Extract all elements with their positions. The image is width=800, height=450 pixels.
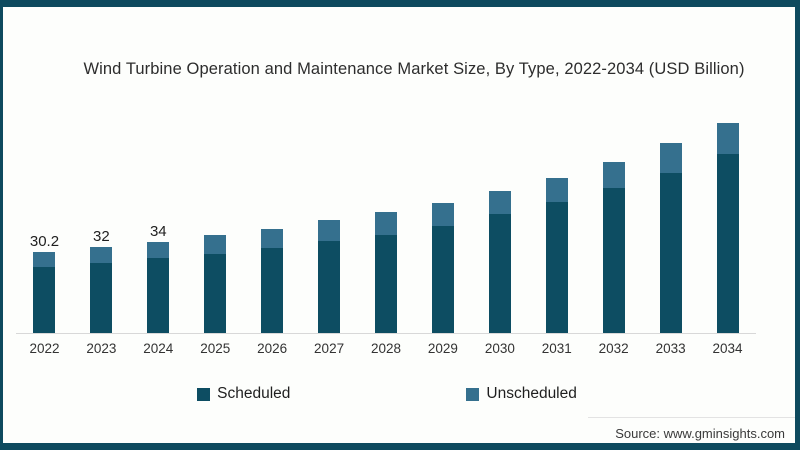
bar-column-2022: 30.2 [16,105,73,333]
bar-segment-scheduled [33,267,56,333]
bar-column-2027 [301,105,358,333]
bar-segment-unscheduled [716,123,739,154]
bar-segment-unscheduled [90,247,113,263]
bar-segment-unscheduled [261,229,284,248]
x-axis-label-2027: 2027 [314,341,345,356]
bar-segment-scheduled [147,258,170,333]
bar-segment-unscheduled [488,191,511,214]
bar-segment-unscheduled [431,203,454,226]
stacked-bar [33,252,56,333]
bar-segment-scheduled [318,241,341,333]
stacked-bar [716,123,739,333]
source-text: Source: www.gminsights.com [615,426,785,441]
bar-total-label: 34 [149,223,167,240]
legend-swatch-icon [197,387,211,401]
bar-segment-scheduled [716,154,739,333]
bar-column-2031 [528,105,585,333]
bar-segment-unscheduled [545,178,568,202]
stacked-bar [545,178,568,333]
legend-item-unscheduled: Unscheduled [466,385,577,403]
bar-total-label: 30.2 [29,233,60,250]
bar-segment-unscheduled [602,162,625,188]
x-axis-label-2026: 2026 [257,341,288,356]
bar-column-2034 [699,105,756,333]
x-axis-label-2034: 2034 [712,341,743,356]
stacked-bar [431,203,454,333]
stacked-bar [147,242,170,333]
bar-segment-scheduled [204,254,227,333]
x-axis-label-2028: 2028 [370,341,402,356]
stacked-bar [374,212,397,333]
stacked-bar [90,247,113,333]
bar-segment-scheduled [488,214,511,333]
stacked-bar [261,229,284,333]
x-axis-label-2033: 2033 [655,341,686,356]
x-axis-label-2024: 2024 [143,341,174,356]
bar-segment-unscheduled [659,143,682,173]
stacked-bar [318,220,341,333]
legend-label: Unscheduled [486,385,577,402]
bar-column-2029 [414,105,471,333]
x-axis-label-2029: 2029 [427,341,458,356]
bar-column-2026 [244,105,301,333]
x-axis-label-2025: 2025 [200,341,231,356]
x-axis-labels: 2022 2023 2024 2025 2026 2027 2028 2029 2030 2031… [16,341,756,356]
x-axis-label-2022: 2022 [29,341,60,356]
bar-segment-scheduled [602,188,625,333]
legend: Scheduled Unscheduled [3,385,783,403]
bar-column-2032 [585,105,642,333]
bar-segment-unscheduled [33,252,56,267]
plot-area: 30.2 32 34 [16,105,756,334]
x-axis-label-2031: 2031 [541,341,572,356]
x-axis-label-2030: 2030 [484,341,515,356]
chart-title: Wind Turbine Operation and Maintenance M… [83,60,745,78]
bar-column-2033 [642,105,699,333]
bar-segment-scheduled [545,202,568,333]
source-divider [588,417,795,418]
bar-column-2023: 32 [73,105,130,333]
x-axis-label-2023: 2023 [86,341,117,356]
bar-segment-scheduled [431,226,454,333]
bar-segment-unscheduled [318,220,341,241]
bar-segment-scheduled [261,248,284,333]
bar-total-label: 32 [93,228,110,245]
bar-segment-scheduled [90,263,113,333]
stacked-bar [488,191,511,333]
stacked-bar [659,143,682,333]
bar-segment-unscheduled [147,242,170,258]
bar-segment-unscheduled [374,212,397,235]
legend-swatch-icon [466,387,480,401]
bar-column-2024: 34 [130,105,187,333]
bar-column-2030 [471,105,528,333]
stacked-bar [602,162,625,333]
bar-segment-scheduled [659,173,682,333]
x-axis-label-2032: 2032 [598,341,629,356]
legend-label: Scheduled [217,385,291,402]
bar-segment-scheduled [374,235,397,333]
bar-column-2025 [187,105,244,333]
bar-column-2028 [358,105,415,333]
stacked-bar [204,235,227,333]
bar-segment-unscheduled [204,235,227,254]
legend-item-scheduled: Scheduled [197,385,290,403]
